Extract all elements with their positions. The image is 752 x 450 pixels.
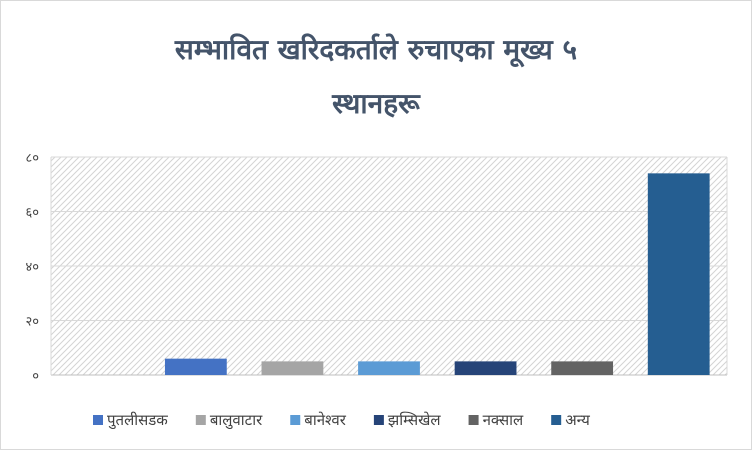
legend-label-5: अन्य [565, 411, 590, 429]
y-tick-label-2: ४० [25, 260, 39, 275]
legend-label-3: झम्सिखेल [388, 411, 442, 429]
legend-swatch-3 [373, 415, 384, 425]
bar-5 [647, 173, 710, 375]
bar-2 [358, 361, 420, 375]
bar-3 [454, 361, 517, 375]
legend-label-4: नक्साल [483, 411, 524, 429]
gridlines [50, 156, 728, 376]
legend: पुतलीसडक बालुवाटार बानेश्वर झम्सिखेल नक्साल अ… [93, 411, 590, 430]
y-tick-label-3: ६० [25, 206, 39, 221]
legend-swatch-2 [290, 415, 301, 425]
bar-4 [551, 361, 614, 375]
bar-0 [164, 358, 227, 375]
legend-swatch-0 [93, 415, 103, 425]
chart-title-line-2: स्थानहरू [331, 87, 421, 120]
legend-label-0: पुतलीसडक [107, 411, 168, 430]
y-tick-label-1: २० [25, 315, 39, 330]
legend-swatch-5 [551, 415, 562, 425]
bar-1 [261, 361, 324, 375]
chart-title-line-1: सम्भावित खरिदकर्ताले रुचाएका मूख्य ५ [174, 33, 577, 68]
chart-title: सम्भावित खरिदकर्ताले रुचाएका मूख्य ५ स्थ… [174, 33, 577, 120]
y-tick-label-4: ८० [25, 151, 39, 166]
legend-swatch-1 [195, 415, 206, 425]
y-tick-label-0: ० [32, 369, 39, 384]
legend-label-2: बानेश्वर [304, 411, 346, 429]
bars [164, 173, 710, 375]
y-axis-ticks: ० २० ४० ६० ८० [25, 151, 39, 384]
legend-label-1: बालुवाटार [210, 411, 263, 430]
legend-swatch-4 [468, 415, 479, 425]
